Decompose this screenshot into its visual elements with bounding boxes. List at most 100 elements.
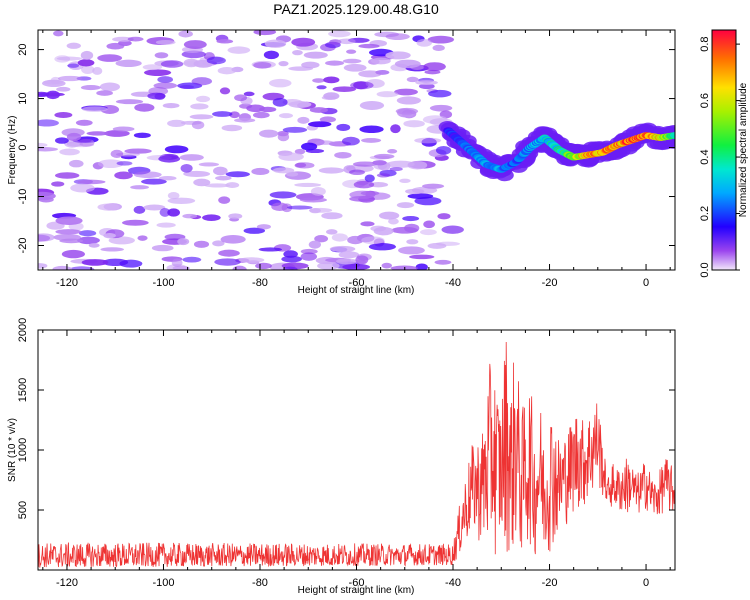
noise-blob (180, 163, 193, 173)
x-tick-label: -20 (542, 277, 558, 289)
noise-blob (347, 235, 364, 245)
noise-blob (243, 91, 255, 97)
noise-blob (78, 230, 97, 237)
noise-blob (81, 259, 109, 266)
noise-blob (51, 181, 65, 187)
noise-blob (278, 60, 289, 67)
noise-blob (229, 111, 240, 119)
noise-blob (373, 153, 395, 160)
noise-blob (219, 87, 231, 95)
noise-blob (358, 70, 382, 78)
noise-blob (154, 52, 169, 59)
colorbar-frame (711, 29, 737, 271)
snr-y-label: SNR (10 * v/v) (7, 418, 18, 482)
colorbar-axis: 0.0 0.2 0.4 0.6 0.8 (699, 36, 740, 278)
noise-blob (116, 161, 133, 166)
noise-blob (217, 67, 237, 75)
noise-blob (53, 30, 64, 37)
noise-blob (329, 245, 356, 253)
noise-blob (160, 60, 184, 68)
noise-blob (38, 263, 48, 269)
noise-blob (234, 118, 256, 123)
noise-blob (179, 154, 204, 161)
noise-blob (182, 256, 202, 263)
noise-blob (373, 226, 394, 236)
x-tick-label: -120 (56, 277, 78, 289)
noise-blob (167, 192, 180, 200)
noise-blob (407, 193, 434, 199)
noise-blob (288, 101, 312, 108)
noise-blob (243, 227, 266, 234)
noise-blob (55, 137, 69, 144)
noise-blob (99, 82, 120, 92)
noise-blob (271, 202, 289, 211)
noise-blob (294, 182, 322, 188)
noise-blob (164, 145, 189, 154)
noise-blob (114, 171, 133, 180)
noise-blob (253, 61, 272, 69)
noise-blob (100, 247, 125, 252)
noise-blob (301, 142, 318, 151)
noise-blob (38, 147, 58, 152)
noise-blob (112, 36, 134, 42)
noise-blob (214, 258, 241, 266)
noise-blob (69, 266, 95, 270)
noise-blob (396, 96, 421, 105)
snr-plot-area (38, 330, 675, 570)
noise-blob (256, 224, 271, 230)
y-tick-label: 500 (17, 501, 29, 519)
noise-blob (361, 236, 385, 245)
noise-blob (358, 43, 380, 49)
noise-blob (153, 82, 178, 89)
noise-blob (55, 216, 83, 225)
noise-blob (54, 111, 73, 119)
noise-blob (308, 240, 321, 249)
noise-blob (102, 258, 129, 267)
noise-blob (394, 88, 418, 96)
noise-blob (272, 97, 288, 107)
noise-blob (104, 130, 130, 137)
noise-blob (376, 173, 391, 178)
noise-blob (406, 76, 419, 83)
noise-blob (137, 235, 148, 241)
colorbar-tick-label: 0.4 (699, 149, 711, 164)
noise-blob (133, 132, 151, 139)
spectrogram-y-label: Frequency (Hz) (7, 116, 18, 185)
noise-blob (55, 229, 82, 235)
noise-blob (97, 159, 124, 169)
noise-blob (312, 78, 325, 83)
colorbar-tick-label: 0.0 (699, 262, 711, 277)
noise-blob (38, 234, 51, 242)
noise-blob (157, 76, 173, 84)
noise-blob (196, 95, 211, 103)
noise-blob (127, 36, 144, 42)
noise-blob (92, 67, 103, 75)
noise-blob (300, 248, 318, 255)
noise-blob (394, 59, 421, 69)
noise-blob (282, 266, 298, 270)
noise-blob (61, 249, 85, 259)
noise-blob (381, 262, 392, 269)
noise-blob (300, 252, 317, 261)
noise-blob (389, 167, 403, 172)
noise-blob (336, 123, 351, 132)
noise-blob (310, 187, 326, 196)
noise-blob (141, 178, 167, 185)
noise-blob (182, 213, 198, 219)
noise-blob (54, 172, 80, 179)
y-tick-label: 0 (17, 144, 29, 150)
colorbar: 0.0 0.2 0.4 0.6 0.8 Normalized spectral ampl… (699, 29, 749, 278)
noise-blob (379, 211, 400, 220)
noise-blob (297, 116, 310, 124)
noise-blob (218, 196, 231, 204)
noise-blob (134, 103, 155, 112)
noise-blob (97, 203, 120, 211)
x-tick-label: -120 (56, 577, 78, 589)
noise-blob (435, 241, 461, 246)
noise-blob (432, 44, 445, 52)
noise-blob (213, 166, 228, 176)
noise-blob (331, 233, 348, 242)
noise-blob (191, 77, 213, 86)
noise-blob (115, 99, 144, 105)
x-tick-label: -40 (445, 277, 461, 289)
